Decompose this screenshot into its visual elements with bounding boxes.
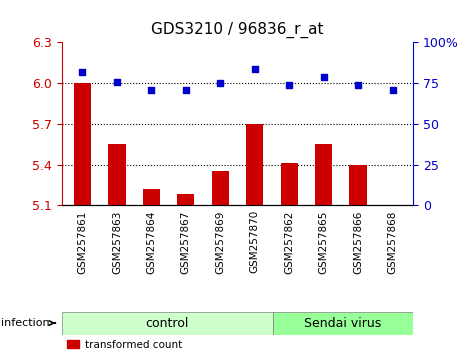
Bar [281,163,298,205]
Bar [212,171,229,205]
FancyBboxPatch shape [62,312,273,335]
Bar [74,83,91,205]
Bar [142,189,160,205]
Point [251,66,258,72]
FancyBboxPatch shape [273,312,413,335]
Point [285,82,293,88]
Point [148,87,155,92]
Point [320,74,327,80]
Point [79,69,86,75]
Point [389,87,396,92]
Point [182,87,190,92]
Bar [108,144,125,205]
Bar [246,124,263,205]
Bar [315,144,332,205]
Text: infection: infection [1,318,56,328]
Title: GDS3210 / 96836_r_at: GDS3210 / 96836_r_at [151,22,324,38]
Text: control: control [145,316,189,330]
Bar [177,194,194,205]
Point [217,80,224,86]
Text: Sendai virus: Sendai virus [304,316,381,330]
Point [354,82,362,88]
Legend: transformed count, percentile rank within the sample: transformed count, percentile rank withi… [67,340,261,354]
Bar [350,165,367,205]
Point [113,79,121,84]
